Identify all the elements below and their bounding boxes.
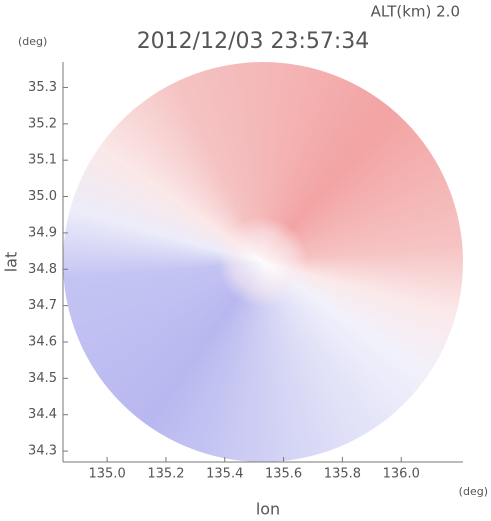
x-tick-label: 135.8	[324, 467, 361, 482]
y-tick-label: 35.0	[28, 189, 57, 204]
altitude-label: ALT(km) 2.0	[371, 3, 460, 21]
y-tick-label: 34.8	[28, 262, 57, 277]
x-axis-label: lon	[256, 500, 280, 519]
y-tick-label: 34.6	[28, 335, 57, 350]
y-axis-label: lat	[2, 252, 21, 273]
y-tick-label: 34.4	[28, 407, 57, 422]
y-tick-label: 34.9	[28, 225, 57, 240]
y-tick-label: 35.2	[28, 116, 57, 131]
chart-title: 2012/12/03 23:57:34	[137, 29, 370, 54]
x-tick-label: 135.0	[89, 467, 126, 482]
y-unit: (deg)	[18, 35, 47, 48]
x-unit: (deg)	[459, 485, 488, 498]
y-tick-label: 35.1	[28, 153, 57, 168]
radar-field	[63, 62, 463, 462]
y-tick-label: 34.5	[28, 371, 57, 386]
x-tick-label: 136.0	[383, 467, 420, 482]
y-tick-label: 34.7	[28, 298, 57, 313]
y-tick-label: 34.3	[28, 444, 57, 459]
x-tick-label: 135.6	[265, 467, 302, 482]
x-tick-label: 135.2	[147, 467, 184, 482]
x-tick-label: 135.4	[206, 467, 243, 482]
y-tick-label: 35.3	[28, 80, 57, 95]
